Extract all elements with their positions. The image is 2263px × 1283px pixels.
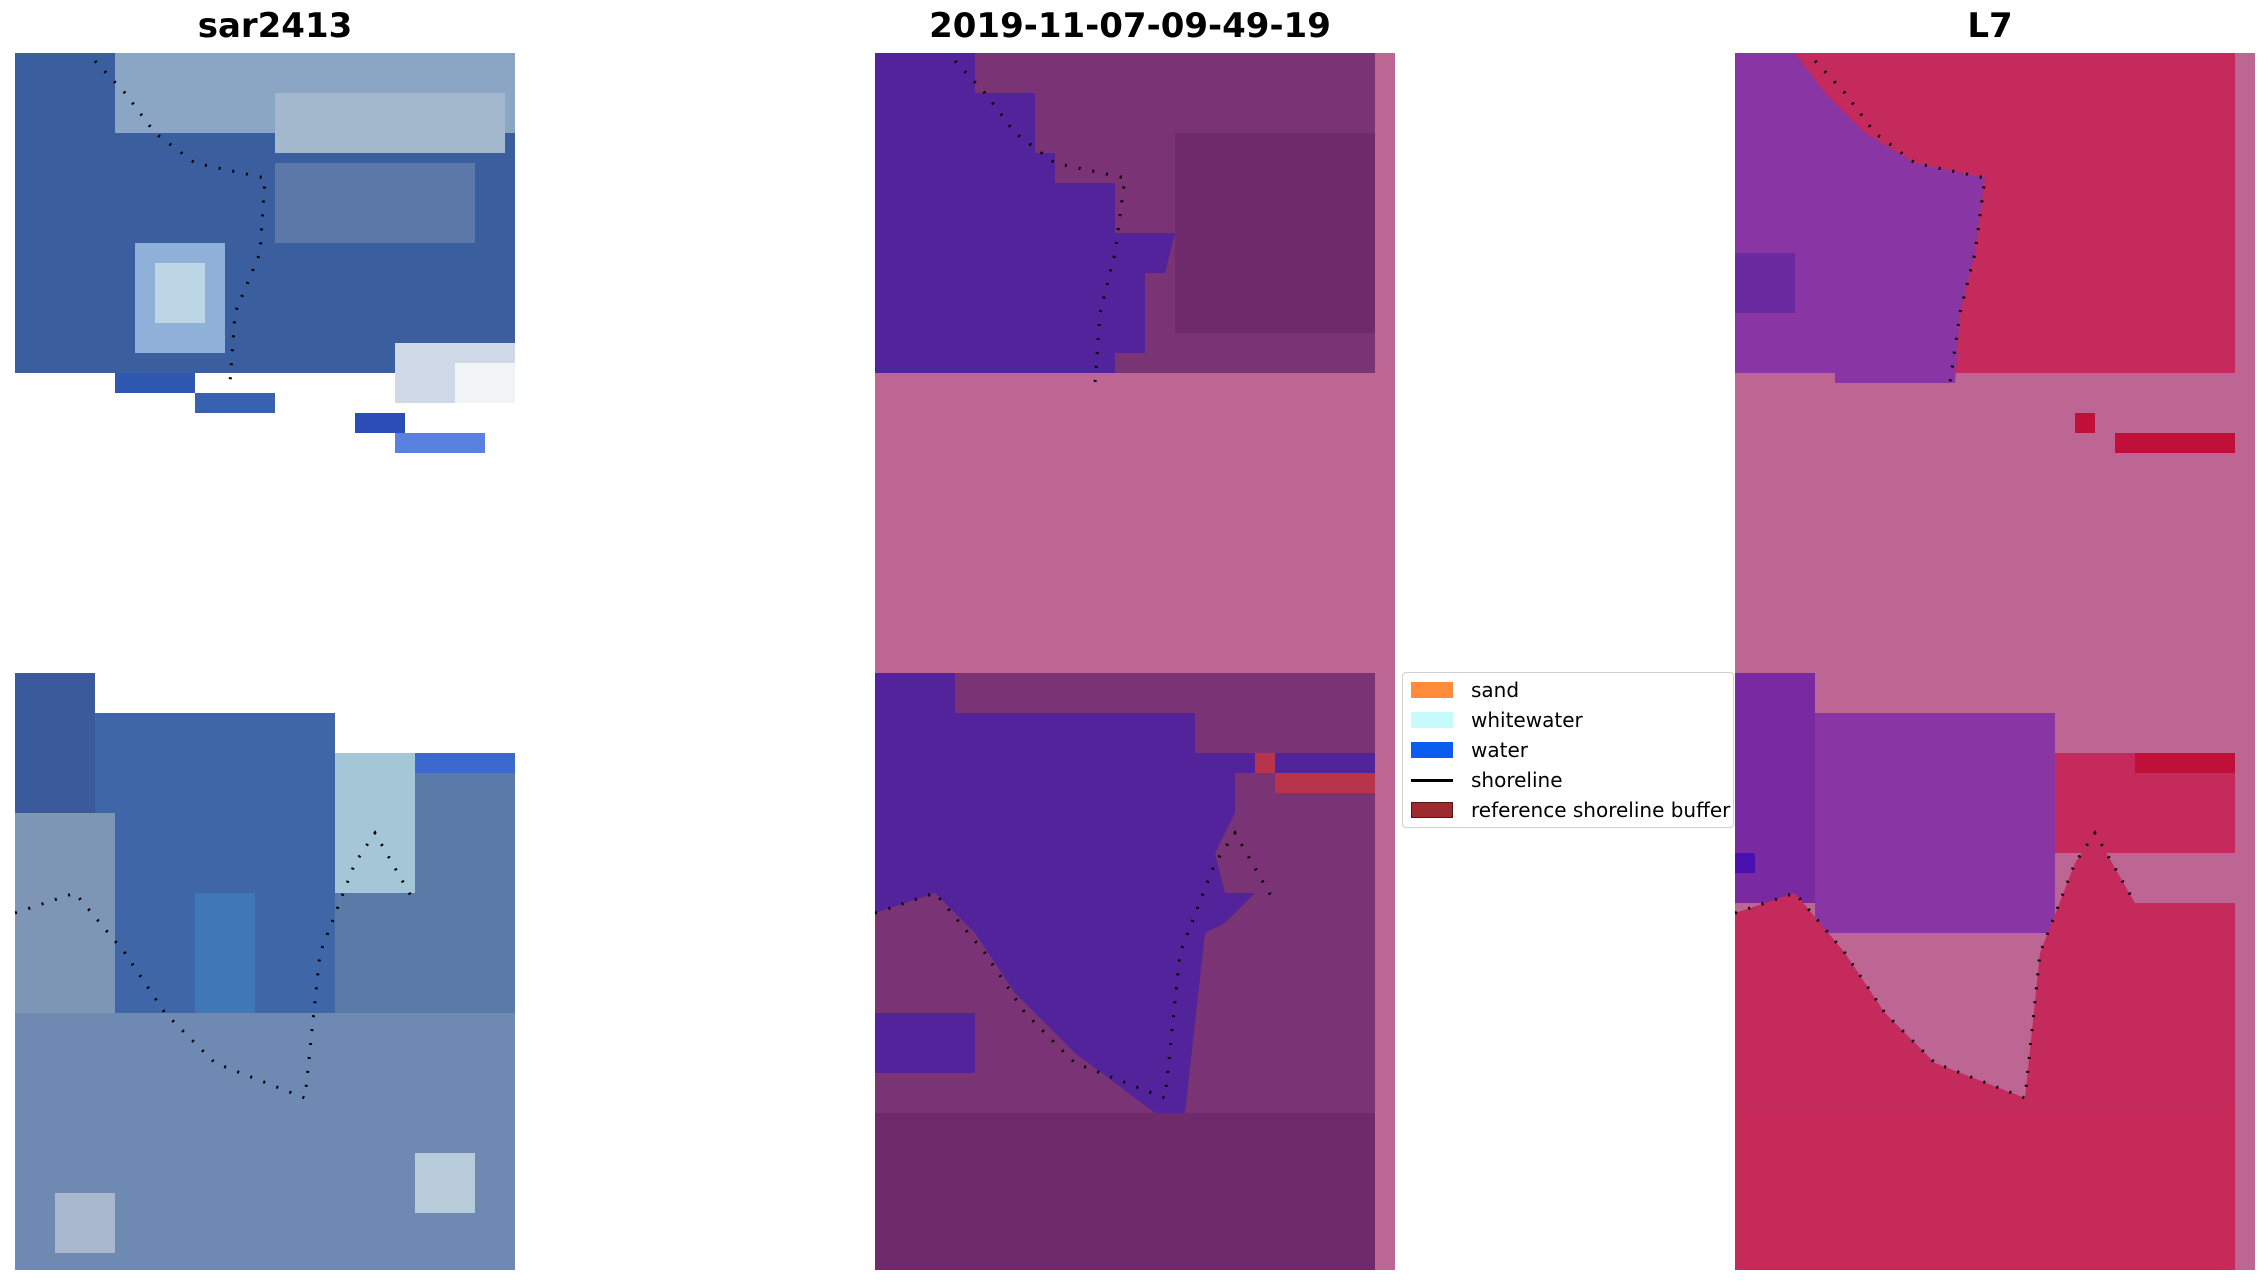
whitewater-swatch bbox=[1411, 712, 1453, 728]
water-swatch bbox=[1411, 742, 1453, 758]
legend-item-sand: sand bbox=[1411, 675, 1519, 705]
sand-swatch bbox=[1411, 682, 1453, 698]
reference-buffer-swatch bbox=[1411, 802, 1453, 818]
legend: sand whitewater water shoreline referenc… bbox=[1402, 672, 1734, 828]
shoreline-line-swatch bbox=[1411, 778, 1453, 782]
classification-panel bbox=[875, 53, 1395, 1270]
legend-label-water: water bbox=[1471, 738, 1528, 762]
legend-item-whitewater: whitewater bbox=[1411, 705, 1583, 735]
panel-title-left: sar2413 bbox=[197, 6, 353, 46]
legend-item-water: water bbox=[1411, 735, 1528, 765]
legend-item-reference-buffer: reference shoreline buffer bbox=[1411, 795, 1730, 825]
panel-title-middle: 2019-11-07-09-49-19 bbox=[929, 6, 1331, 46]
l7-index-panel bbox=[1735, 53, 2255, 1270]
panel-title-right: L7 bbox=[1967, 6, 2013, 46]
rgb-image-panel bbox=[15, 53, 515, 1270]
legend-label-reference-buffer: reference shoreline buffer bbox=[1471, 798, 1731, 822]
legend-item-shoreline: shoreline bbox=[1411, 765, 1563, 795]
legend-label-whitewater: whitewater bbox=[1471, 708, 1583, 732]
legend-label-sand: sand bbox=[1471, 678, 1520, 702]
legend-label-shoreline: shoreline bbox=[1471, 768, 1563, 792]
